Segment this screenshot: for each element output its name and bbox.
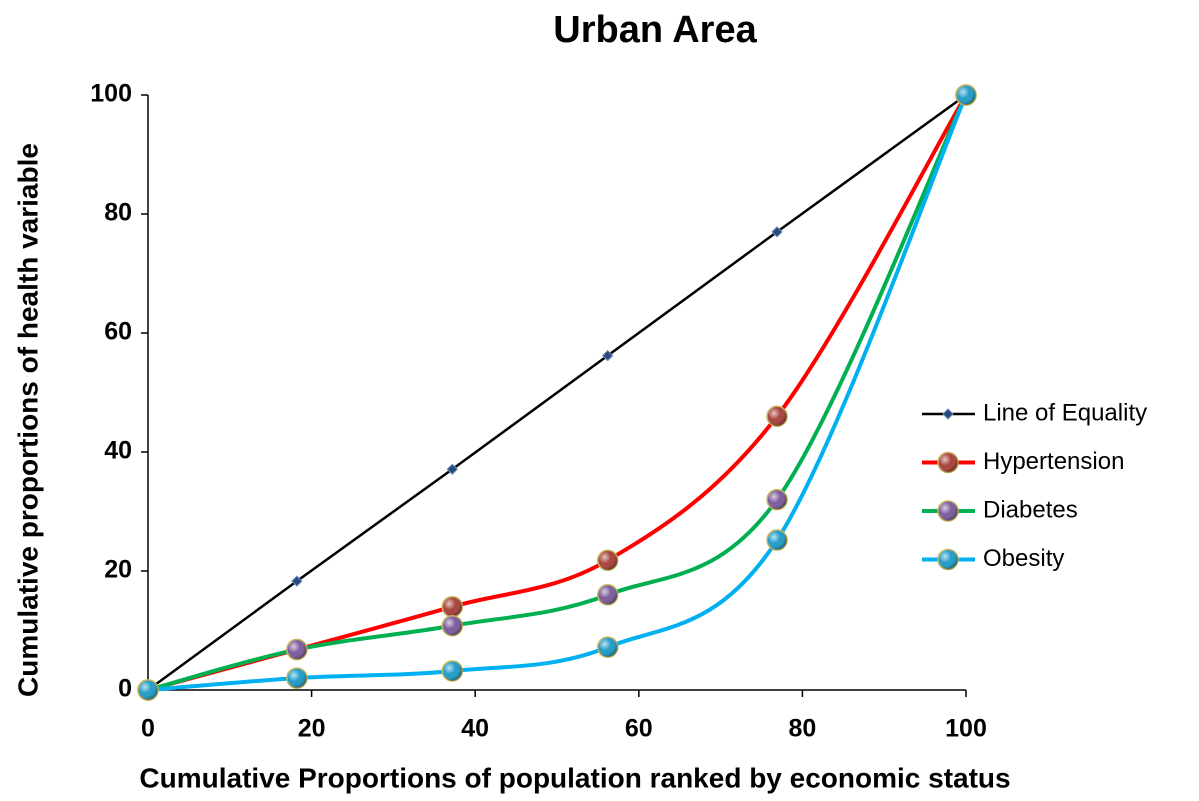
data-point-shine <box>442 615 463 636</box>
data-point <box>446 463 459 475</box>
data-point-shine <box>442 660 463 681</box>
legend-marker-shine <box>938 452 958 473</box>
y-tick-label: 80 <box>104 199 132 227</box>
data-point-shine <box>767 489 788 510</box>
data-point-shine <box>597 550 618 571</box>
legend-label: Obesity <box>983 545 1064 572</box>
y-tick-label: 100 <box>90 80 132 108</box>
legend-label: Hypertension <box>983 448 1124 475</box>
y-tick-label: 0 <box>118 675 132 703</box>
y-tick-label: 60 <box>104 318 132 346</box>
x-tick-label: 0 <box>141 715 155 743</box>
data-point-shine <box>767 530 788 551</box>
data-point <box>602 349 614 362</box>
x-tick-label: 100 <box>945 715 987 743</box>
data-point-shine <box>442 596 463 617</box>
data-point-shine <box>286 639 307 660</box>
legend-marker <box>942 408 954 420</box>
y-axis-label: Cumulative proportions of health variabl… <box>12 143 43 697</box>
series-line <box>147 93 967 692</box>
x-tick-label: 80 <box>788 715 816 743</box>
data-point-shine <box>956 85 976 105</box>
x-tick-label: 20 <box>298 715 326 743</box>
data-point-shine <box>767 406 788 427</box>
legend-label: Diabetes <box>983 496 1078 523</box>
y-tick-label: 40 <box>104 437 132 465</box>
data-point-shine <box>597 637 618 658</box>
data-point <box>771 226 783 238</box>
legend-marker-shine <box>938 501 958 521</box>
legend-marker-shine <box>938 549 958 570</box>
legend-label: Line of Equality <box>983 399 1147 426</box>
x-tick-label: 40 <box>461 715 489 743</box>
chart-title: Urban Area <box>553 9 757 51</box>
data-point-shine <box>286 668 307 689</box>
x-tick-label: 60 <box>625 715 653 743</box>
x-axis-label: Cumulative Proportions of population ran… <box>139 762 1010 793</box>
data-point-shine <box>138 680 158 700</box>
data-point-shine <box>597 584 618 605</box>
data-point <box>291 575 303 587</box>
y-tick-label: 20 <box>104 556 132 584</box>
